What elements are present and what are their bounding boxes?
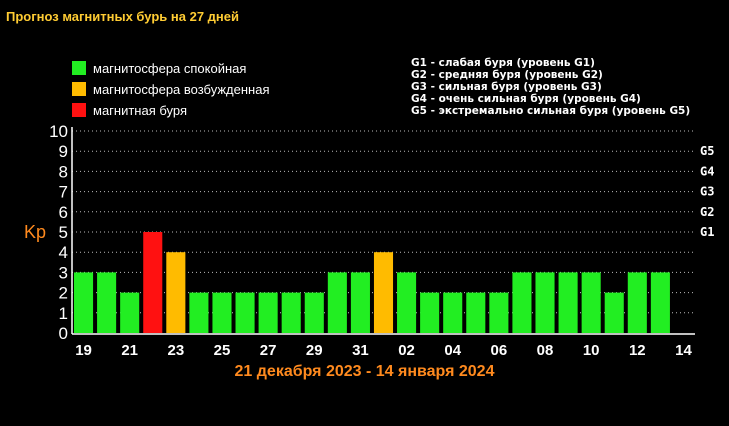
bar-quiet-25: [212, 293, 231, 333]
x-tick-label: 14: [675, 342, 692, 359]
bar-quiet-21: [120, 293, 139, 333]
x-tick-label: 19: [75, 342, 92, 359]
bar-active-23: [166, 252, 185, 333]
y-axis-label: Kp: [24, 222, 46, 242]
bar-quiet-11: [605, 293, 624, 333]
bar-quiet-06: [489, 293, 508, 333]
y-tick-label: 9: [59, 142, 68, 161]
y-tick-label: 4: [59, 243, 68, 262]
bar-active-01: [374, 252, 393, 333]
y-tick-label: 6: [59, 203, 68, 222]
bar-quiet-03: [420, 293, 439, 333]
y-tick-label: 2: [59, 284, 68, 303]
g-level-label-g5: G5: [700, 144, 714, 158]
x-tick-label: 27: [260, 342, 277, 359]
g-level-label-g4: G4: [700, 164, 714, 178]
y-tick-label: 5: [59, 223, 68, 242]
y-tick-label: 0: [59, 324, 68, 343]
x-tick-label: 12: [629, 342, 646, 359]
x-tick-label: 23: [167, 342, 184, 359]
x-tick-label: 31: [352, 342, 369, 359]
bar-quiet-08: [535, 272, 554, 333]
bar-quiet-19: [74, 272, 93, 333]
bar-quiet-31: [351, 272, 370, 333]
y-tick-label: 1: [59, 304, 68, 323]
x-tick-label: 25: [214, 342, 231, 359]
x-tick-label: 08: [537, 342, 554, 359]
g-level-label-g3: G3: [700, 185, 714, 199]
bar-quiet-02: [397, 272, 416, 333]
bar-quiet-12: [628, 272, 647, 333]
bar-quiet-20: [97, 272, 116, 333]
bar-quiet-05: [466, 293, 485, 333]
bar-quiet-27: [259, 293, 278, 333]
bar-quiet-24: [189, 293, 208, 333]
x-tick-label: 06: [491, 342, 508, 359]
x-tick-label: 10: [583, 342, 600, 359]
bar-storm-22: [143, 232, 162, 333]
bar-quiet-26: [236, 293, 255, 333]
x-tick-label: 04: [444, 342, 461, 359]
bar-quiet-28: [282, 293, 301, 333]
x-tick-label: 29: [306, 342, 323, 359]
y-tick-label: 10: [49, 122, 68, 141]
bar-quiet-04: [443, 293, 462, 333]
y-tick-label: 7: [59, 183, 68, 202]
bar-quiet-30: [328, 272, 347, 333]
g-level-label-g2: G2: [700, 205, 714, 219]
bar-quiet-07: [512, 272, 531, 333]
bar-quiet-10: [582, 272, 601, 333]
x-tick-label: 21: [121, 342, 138, 359]
bar-quiet-09: [559, 272, 578, 333]
y-tick-label: 8: [59, 162, 68, 181]
g-level-label-g1: G1: [700, 225, 714, 239]
date-range: 21 декабря 2023 - 14 января 2024: [0, 363, 729, 381]
bar-quiet-29: [305, 293, 324, 333]
y-tick-label: 3: [59, 263, 68, 282]
bar-quiet-13: [651, 272, 670, 333]
x-tick-label: 02: [398, 342, 415, 359]
